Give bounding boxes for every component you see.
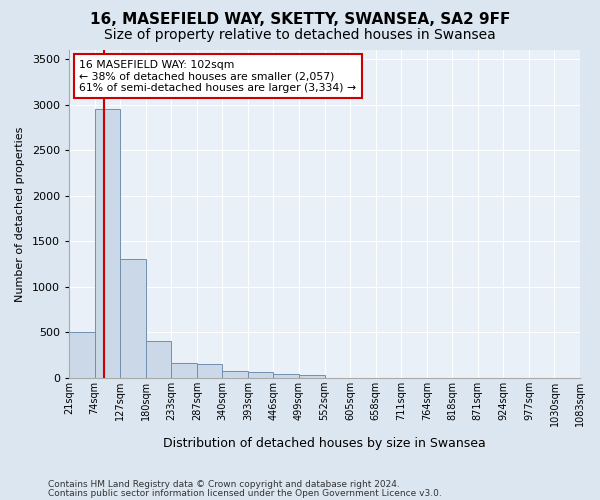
Bar (146, 342, 171, 378)
Bar (299, 374, 325, 378)
Bar (95, 109, 120, 378)
Text: Size of property relative to detached houses in Swansea: Size of property relative to detached ho… (104, 28, 496, 42)
Bar (69, 332, 95, 378)
Bar (171, 364, 197, 378)
Text: Contains public sector information licensed under the Open Government Licence v3: Contains public sector information licen… (48, 489, 442, 498)
Bar (197, 364, 223, 378)
Bar (274, 374, 299, 378)
Y-axis label: Number of detached properties: Number of detached properties (15, 126, 25, 302)
Text: 16 MASEFIELD WAY: 102sqm
← 38% of detached houses are smaller (2,057)
61% of sem: 16 MASEFIELD WAY: 102sqm ← 38% of detach… (79, 60, 356, 93)
Bar (223, 371, 248, 378)
Bar (120, 260, 146, 378)
Bar (248, 372, 274, 378)
Text: 16, MASEFIELD WAY, SKETTY, SWANSEA, SA2 9FF: 16, MASEFIELD WAY, SKETTY, SWANSEA, SA2 … (90, 12, 510, 28)
Text: Contains HM Land Registry data © Crown copyright and database right 2024.: Contains HM Land Registry data © Crown c… (48, 480, 400, 489)
X-axis label: Distribution of detached houses by size in Swansea: Distribution of detached houses by size … (163, 437, 486, 450)
